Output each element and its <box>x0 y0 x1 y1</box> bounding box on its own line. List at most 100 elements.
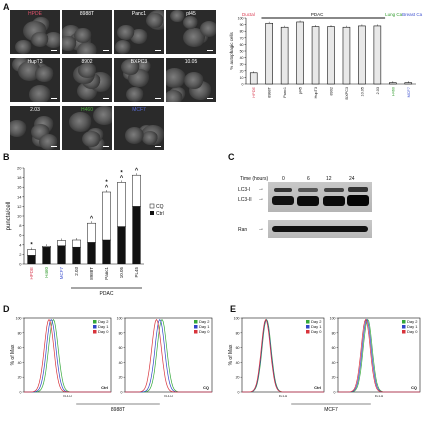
lc3-ii-band <box>347 195 369 206</box>
y-tick-label: 80 <box>236 331 240 335</box>
y-tick-label: 4 <box>19 242 22 247</box>
y-tick-label: 80 <box>332 331 336 335</box>
y-tick-label: 50 <box>240 50 244 54</box>
y-tick-label: 40 <box>236 361 240 365</box>
micrograph-label: H460 <box>81 107 93 113</box>
histogram-curve-day-0 <box>242 318 324 393</box>
panel-letter-e: E <box>230 304 237 314</box>
x-tick-label: MCF7 <box>59 267 64 280</box>
micrograph-tile: H460 <box>62 106 112 150</box>
histogram-frame <box>124 317 213 393</box>
scale-bar <box>207 98 213 99</box>
x-tick-label: pl45 <box>299 87 303 94</box>
lc3-i-band <box>274 188 292 192</box>
micrograph-tile: BXPC3 <box>114 58 164 102</box>
bar-ctrl <box>57 245 66 264</box>
blot-row-ran: Ran <box>238 227 248 233</box>
bar-cq <box>87 222 96 243</box>
cell-blob <box>14 39 32 54</box>
cell-blob <box>166 89 183 102</box>
panel-condition-label: CQ <box>411 385 417 390</box>
micrograph-tile: HupT3 <box>10 58 60 102</box>
scale-bar <box>51 50 57 51</box>
cell-blob <box>166 68 187 88</box>
x-tick-label: MCF7 <box>407 87 411 97</box>
legend-label: Day 2 <box>407 319 418 324</box>
legend-label: Day 2 <box>199 319 210 324</box>
ran-band <box>272 226 368 232</box>
scale-bar <box>103 98 109 99</box>
micrograph-tile: 8902 <box>62 58 112 102</box>
legend-swatch <box>306 325 310 329</box>
legend-swatch <box>402 330 406 334</box>
cell-blob <box>28 85 51 102</box>
x-tick-label: Panc1 <box>283 87 287 98</box>
significance-marker: ^ <box>90 216 94 222</box>
bar-mcf7 <box>404 82 413 85</box>
y-tick-label: 10 <box>17 214 22 219</box>
micrograph-label: pl45 <box>186 11 196 17</box>
y-tick-label: 8 <box>19 223 22 228</box>
scale-bar <box>103 50 109 51</box>
scale-bar <box>51 146 57 147</box>
micrograph-tile: 10.05 <box>166 58 216 102</box>
y-tick-label: 100 <box>330 317 336 321</box>
micrograph-label: Panc1 <box>131 11 147 17</box>
x-tick-label: 2.03 <box>74 267 79 276</box>
micrograph-label: 8988T <box>79 11 95 17</box>
legend-label: Day 1 <box>98 324 109 329</box>
y-tick-label: 30 <box>240 63 244 67</box>
y-tick-label: 100 <box>117 317 123 321</box>
cell-blob <box>170 10 186 23</box>
panel-condition-label: Ctrl <box>314 385 321 390</box>
y-tick-label: 60 <box>240 43 244 47</box>
group-label-breast: Breast Ca <box>402 12 423 17</box>
group-label-pdac: PDAC <box>311 12 324 17</box>
y-tick-label: 60 <box>236 346 240 350</box>
scale-bar <box>155 50 161 51</box>
bar-cq <box>132 174 141 207</box>
y-tick-label: 0 <box>121 391 123 395</box>
bar-cq <box>102 191 111 241</box>
cell-blob <box>93 106 112 125</box>
legend-swatch <box>402 325 406 329</box>
cell-blob <box>39 134 59 150</box>
y-tick-label: 18 <box>17 175 22 180</box>
y-tick-label: 100 <box>238 17 244 21</box>
panel-letter-c: C <box>228 152 235 162</box>
bar-hpde <box>249 72 258 85</box>
cell-blob <box>117 24 136 41</box>
cell-blob <box>183 16 199 29</box>
y-tick-label: 80 <box>240 30 244 34</box>
micrograph-label: MCF7 <box>132 107 146 113</box>
x-axis-label: FL1-H <box>164 394 172 398</box>
legend-label: Day 1 <box>407 324 418 329</box>
y-axis-label: % of Max <box>228 344 234 365</box>
y-axis-label: % of Max <box>10 344 16 365</box>
legend-swatch <box>93 320 97 324</box>
micrograph-label: 8902 <box>81 59 93 65</box>
y-tick-label: 100 <box>16 317 22 321</box>
x-tick-label: 8988T <box>89 267 94 280</box>
cell-blob <box>183 72 204 90</box>
bar-cq <box>57 240 66 247</box>
western-blot: Time (hours) 0 6 12 24 LC3-I → LC3-II → … <box>236 160 376 270</box>
histogram-frame <box>337 317 421 393</box>
legend-label: Day 0 <box>407 329 418 334</box>
legend-swatch-ctrl <box>150 211 154 215</box>
y-axis-label: puncta/cell <box>6 202 12 231</box>
cell-blob <box>82 130 102 148</box>
arrow-right-icon: → <box>258 226 264 232</box>
legend-label: Day 1 <box>199 324 210 329</box>
lc3-i-band <box>324 188 344 192</box>
x-tick-label: HPDE <box>29 267 34 280</box>
y-tick-label: 100 <box>234 317 240 321</box>
legend-swatch <box>402 320 406 324</box>
micrograph-tile: 8988T <box>62 10 112 54</box>
y-tick-label: 20 <box>17 166 22 171</box>
arrow-right-icon: → <box>258 186 264 192</box>
micrograph-tile: HPDE <box>10 10 60 54</box>
x-tick-label: Panc1 <box>104 267 109 280</box>
bar-cq <box>27 249 36 256</box>
legend-swatch <box>194 320 198 324</box>
